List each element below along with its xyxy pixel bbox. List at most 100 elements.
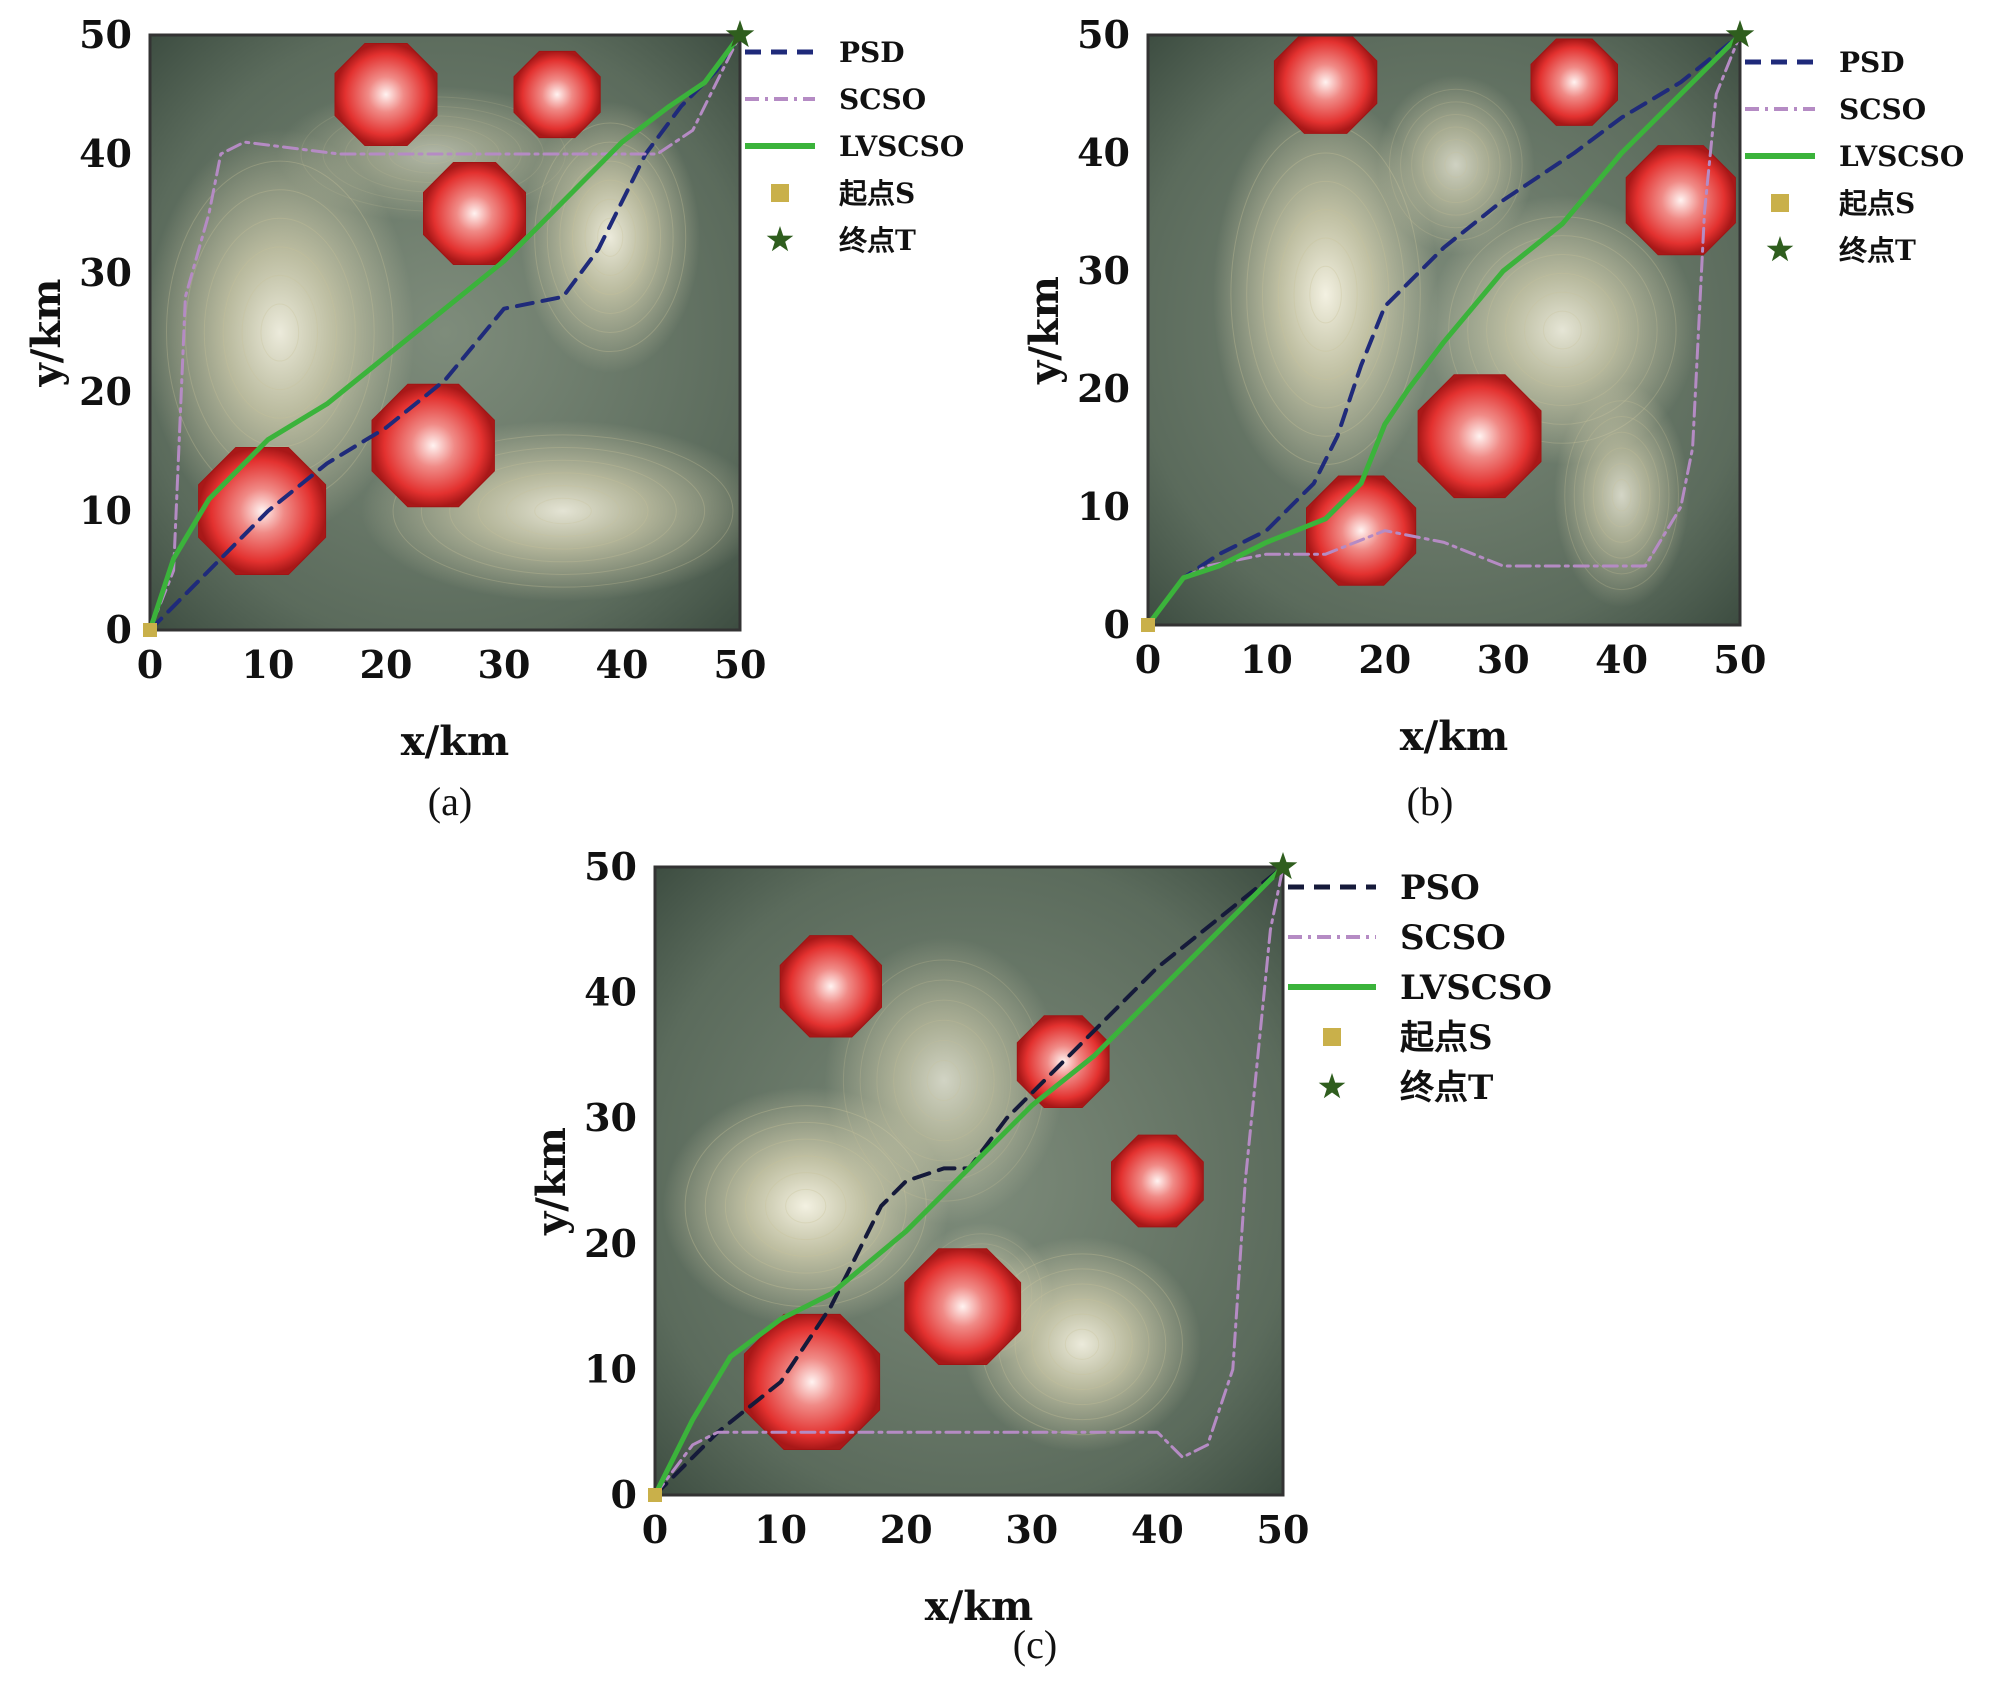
chart1-y-tick-label: 50	[79, 12, 132, 57]
chart3-terrain-contour	[785, 1188, 827, 1224]
chart2-terrain-contour	[1467, 235, 1658, 425]
chart1-y-tick-label: 30	[79, 250, 132, 295]
chart1-terrain-contour	[584, 198, 636, 276]
chart2-terrain-contour	[1602, 463, 1642, 528]
chart3-terrain-peak	[824, 937, 1064, 1224]
chart2-x-axis-label: x/km	[1400, 713, 1509, 760]
chart3-y-tick-label: 50	[584, 844, 637, 889]
chart3-x-tick-label: 50	[1257, 1507, 1310, 1552]
chart2-y-tick-label: 30	[1077, 248, 1130, 293]
chart3-legend-end-icon	[1318, 1073, 1346, 1099]
chart1-threat-zone	[513, 50, 601, 139]
chart3-y-tick-label: 30	[584, 1095, 637, 1140]
chart2-threat-zone	[1417, 374, 1542, 499]
chart1-threat-zone	[198, 447, 327, 575]
chart1-terrain-contour	[534, 122, 687, 353]
chart2-terrain-contour	[1277, 209, 1374, 381]
chart3-x-axis-label: x/km	[925, 1583, 1034, 1630]
chart3-x-tick-label: 20	[880, 1507, 933, 1552]
chart1-x-axis-label: x/km	[401, 718, 510, 765]
chart1-terrain-contour	[534, 497, 592, 525]
chart2-terrain-contour	[1505, 272, 1620, 388]
chart1-threat-zone	[371, 383, 495, 508]
chart2-threat-zone	[1625, 145, 1736, 256]
chart2-terrain-contour	[1411, 113, 1501, 216]
chart2-series-psd	[1146, 33, 1742, 627]
chart2-legend-label: LVSCSO	[1839, 140, 1964, 173]
chart2-legend-label: PSD	[1839, 46, 1905, 79]
chart2-y-tick-label: 40	[1077, 130, 1130, 175]
chart2-terrain-contour	[1524, 291, 1601, 369]
chart1-y-tick-label: 0	[106, 607, 132, 652]
chart2-terrain-contour	[1261, 180, 1390, 409]
chart2-terrain-contour	[1400, 101, 1512, 229]
chart2-y-tick-label: 50	[1077, 12, 1130, 57]
chart3-terrain-contour	[765, 1172, 847, 1241]
chart2-terrain-contour	[1592, 447, 1651, 543]
chart1-legend-end-icon	[766, 226, 794, 252]
chart3-threat-zone	[743, 1313, 881, 1450]
chart1-legend-label: 起点S	[839, 177, 915, 210]
chart3-x-tick-label: 30	[1005, 1507, 1058, 1552]
chart2-x-tick-label: 40	[1595, 637, 1648, 682]
chart1-terrain-contour	[260, 303, 300, 362]
chart2-terrain-contour	[1564, 400, 1679, 591]
chart1-terrain-contour	[597, 217, 624, 257]
chart1-legend-start-icon	[771, 184, 789, 202]
chart2-x-tick-label: 30	[1477, 637, 1530, 682]
chart3-terrain-peaks	[662, 937, 1202, 1452]
chart2-series-lvscso	[1145, 32, 1743, 628]
chart3-y-tick-label: 10	[584, 1346, 637, 1391]
chart1-terrain-contour	[203, 217, 356, 448]
chart1-legend-label: LVSCSO	[839, 130, 964, 163]
chart3-series-lvscso	[652, 864, 1286, 1498]
chart3-terrain-contour	[909, 1039, 978, 1122]
chart1-terrain-contour	[392, 434, 734, 588]
chart1-threats	[198, 43, 601, 575]
chart2-x-tick-label: 0	[1135, 637, 1161, 682]
chart2-terrain-contour	[1542, 310, 1582, 350]
chart1-x-tick-label: 40	[596, 642, 649, 687]
chart1-series-psd	[148, 33, 742, 632]
chart2-end-marker	[1725, 20, 1755, 48]
chart3-legend-label: 终点T	[1400, 1068, 1493, 1108]
chart3-terrain-contour	[1048, 1313, 1117, 1375]
chart2: 00 10 10 20 20 30 30 40 40 50 50 x/km y/km (b) PSD SCSO…	[1021, 12, 1964, 824]
chart3-x-tick-label: 10	[754, 1507, 807, 1552]
chart1-x-tick-label: 20	[360, 642, 413, 687]
chart2-x-tick-label: 50	[1714, 637, 1767, 682]
chart1-terrain-contour	[546, 141, 674, 333]
chart1-series-scso	[148, 33, 742, 632]
chart1-legend: PSD SCSO LVSCSO 起点S 终点T	[745, 36, 964, 257]
chart2-terrain-contour	[1611, 478, 1632, 512]
chart1-panel-label: (a)	[428, 779, 472, 824]
chart3-terrain-contour	[893, 1019, 995, 1142]
chart2-threats	[1273, 35, 1736, 586]
chart1-end-marker	[725, 20, 755, 48]
chart3-y-tick-label: 40	[584, 970, 637, 1015]
chart3-series-pso	[653, 865, 1285, 1497]
chart2-x-tick-label: 20	[1358, 637, 1411, 682]
chart3-end-marker	[1268, 852, 1298, 880]
chart2-threat-zone	[1530, 38, 1618, 126]
chart1-y-axis-label: y/km	[23, 279, 70, 388]
chart3-x-tick-label: 40	[1131, 1507, 1184, 1552]
chart1-terrain-contour	[477, 472, 649, 550]
chart2-terrain-contour	[1486, 253, 1639, 407]
chart3-terrain-contour	[744, 1155, 867, 1257]
chart2-y-tick-label: 10	[1077, 484, 1130, 529]
chart3-legend-label: PSO	[1400, 868, 1480, 908]
chart3-y-axis-label: y/km	[528, 1127, 575, 1236]
chart2-legend-label: SCSO	[1839, 93, 1926, 126]
chart3-start-marker	[648, 1488, 662, 1502]
chart1: 00 10 10 20 20 30 30 40 40 50 50 x/km y/km (a) PSD SCSO…	[23, 12, 964, 824]
chart2-terrain-contour	[1444, 151, 1468, 178]
chart1-terrain-contour	[241, 274, 319, 391]
chart1-y-tick-label: 20	[79, 369, 132, 414]
chart3-y-tick-label: 0	[611, 1472, 637, 1517]
chart3-terrain-contour	[724, 1138, 887, 1274]
chart1-threat-zone	[423, 162, 526, 265]
chart2-terrain-contour	[1293, 237, 1358, 352]
chart2-threat-zone	[1273, 35, 1378, 134]
chart2-legend-label: 终点T	[1839, 234, 1916, 267]
